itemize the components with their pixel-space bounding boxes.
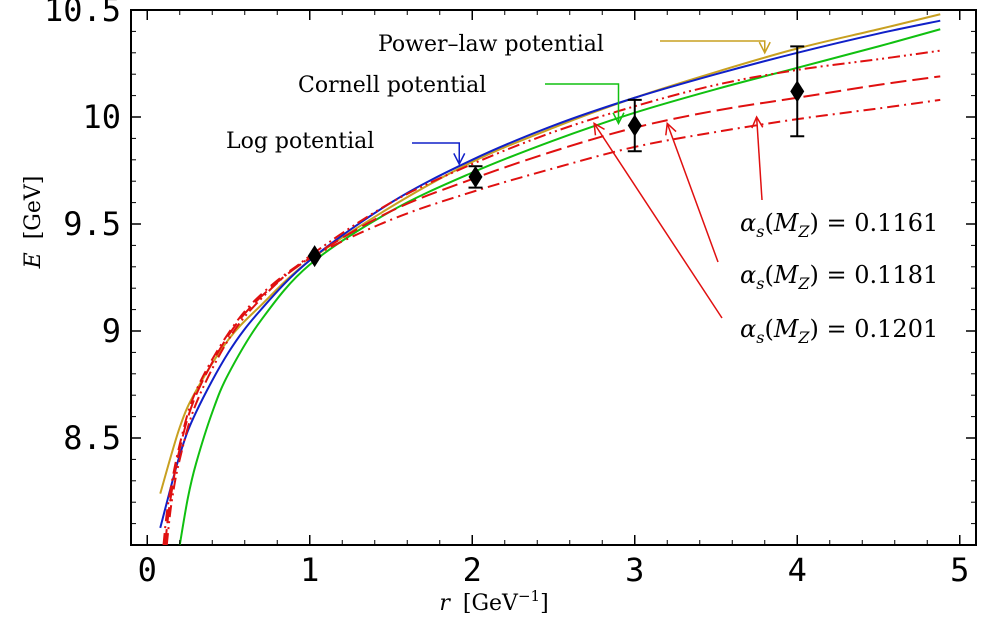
annotation-2: Log potential (226, 129, 466, 166)
diamond-marker (627, 114, 642, 137)
annotation-3: αs(MZ) = 0.1161 (740, 115, 938, 241)
x-axis-title: r [GeV−1] (439, 587, 548, 616)
annotation-label: Log potential (226, 129, 374, 154)
y-tick-label: 9.5 (63, 205, 121, 243)
arrow-head (751, 115, 764, 129)
annotation-arrow (593, 123, 723, 319)
arrow-head (612, 112, 625, 126)
x-tick-label: 2 (463, 551, 482, 589)
annotation-arrow (660, 40, 766, 53)
diamond-marker (790, 80, 805, 103)
annotation-arrow (545, 83, 620, 124)
x-tick-label: 1 (300, 551, 319, 589)
annotation-arrow (412, 142, 460, 165)
x-tick-label: 4 (788, 551, 807, 589)
data-point (307, 245, 322, 268)
annotation-label: αs(MZ) = 0.1161 (740, 209, 938, 241)
plot-frame (130, 9, 977, 546)
y-tick-label: 10 (82, 98, 121, 136)
x-tick-label: 0 (138, 551, 157, 589)
ticks-layer: 0 1 2 3 4 5 8.5 9 9.5 10 10.5 (44, 0, 976, 589)
series-line-0 (159, 13, 941, 494)
annotation-arrow (755, 116, 763, 201)
diamond-marker (468, 165, 483, 188)
annotation-4: αs(MZ) = 0.1181 (665, 121, 938, 293)
series-layer (159, 13, 941, 545)
annotation-label: Power–law potential (378, 32, 604, 57)
x-tick-label: 5 (950, 551, 969, 589)
annotation-label: Cornell potential (298, 73, 486, 98)
annotation-1: Cornell potential (298, 73, 625, 126)
annotation-layer: Power–law potential Cornell potential Log … (226, 32, 938, 347)
arrow-head (758, 41, 771, 55)
x-tick-label: 3 (625, 551, 644, 589)
series-line-1 (159, 19, 941, 529)
y-tick-label: 10.5 (44, 0, 121, 29)
annotation-label: αs(MZ) = 0.1181 (740, 261, 938, 293)
y-axis-title: E [GeV] (21, 176, 46, 270)
series-line-4 (164, 75, 941, 545)
annotation-5: αs(MZ) = 0.1201 (593, 122, 938, 347)
series-line-3 (165, 49, 941, 545)
arrow-head (453, 153, 466, 166)
diamond-marker (307, 245, 322, 268)
y-tick-label: 8.5 (63, 419, 121, 457)
series-line-5 (162, 98, 941, 545)
data-point (790, 45, 805, 138)
arrow-head (593, 122, 605, 136)
annotation-0: Power–law potential (378, 32, 771, 57)
data-points-layer (307, 45, 805, 268)
y-tick-label: 9 (102, 312, 121, 350)
annotation-arrow (666, 123, 719, 263)
annotation-label: αs(MZ) = 0.1201 (740, 315, 938, 347)
data-point (627, 98, 642, 153)
arrow-head (665, 121, 677, 136)
data-point (468, 165, 483, 189)
